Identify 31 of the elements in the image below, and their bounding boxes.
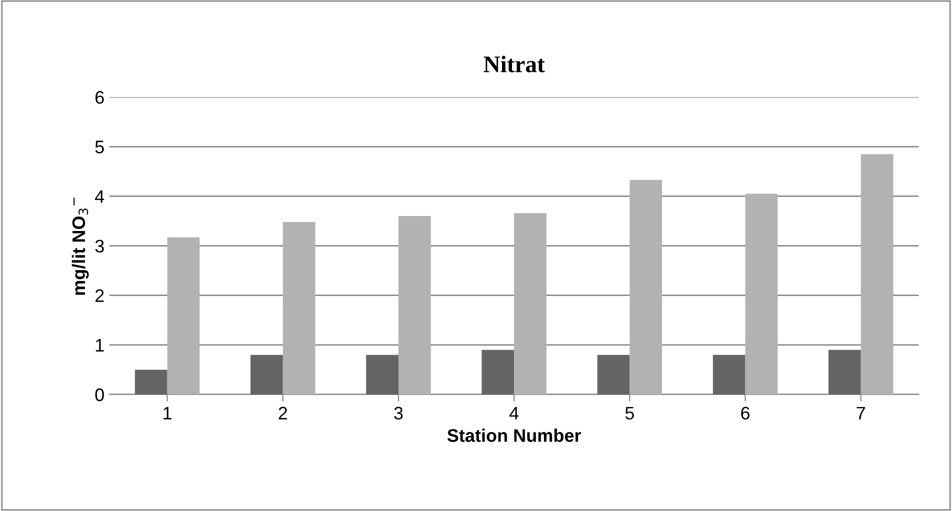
x-axis-title: Station Number <box>447 428 582 442</box>
bar <box>828 350 861 394</box>
bar <box>134 370 168 394</box>
y-tick-label: 4 <box>94 190 104 203</box>
y-tick-label: 5 <box>95 140 104 154</box>
y-tick-label: 1 <box>96 339 104 352</box>
y-axis-title: mg/lit NO$_{3}$$^{−}$ <box>72 198 89 295</box>
y-tick-label: 6 <box>95 91 104 104</box>
bar <box>630 180 662 394</box>
y-tick-label: 0 <box>95 388 104 402</box>
bar <box>745 194 778 394</box>
bar <box>482 350 514 394</box>
bar <box>860 154 894 394</box>
bar <box>282 222 316 394</box>
y-tick-label: 3 <box>95 240 104 253</box>
x-tick-label: 3 <box>394 406 403 420</box>
bar <box>250 354 283 394</box>
x-tick-label: 5 <box>625 406 634 420</box>
x-tick-label: 6 <box>741 406 750 420</box>
chart-title: Nitrat <box>484 56 545 72</box>
bar <box>597 354 630 394</box>
x-tick-label: 1 <box>164 406 172 420</box>
x-tick-label: 4 <box>509 406 519 420</box>
y-tick-label: 2 <box>95 289 104 302</box>
bar <box>712 354 746 394</box>
bar <box>167 237 200 394</box>
bar <box>514 213 546 394</box>
x-tick-label: 7 <box>856 406 865 420</box>
bar <box>398 216 431 394</box>
x-tick-label: 2 <box>278 406 287 420</box>
bar <box>366 354 398 394</box>
